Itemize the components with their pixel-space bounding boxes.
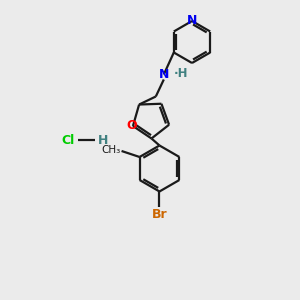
Text: Cl: Cl <box>61 134 75 146</box>
Text: O: O <box>127 119 137 133</box>
Text: H: H <box>98 134 108 146</box>
Text: Br: Br <box>152 208 167 221</box>
Text: CH₃: CH₃ <box>101 145 121 155</box>
Text: N: N <box>187 14 197 26</box>
Text: ·H: ·H <box>174 67 188 80</box>
Text: N: N <box>159 68 169 81</box>
